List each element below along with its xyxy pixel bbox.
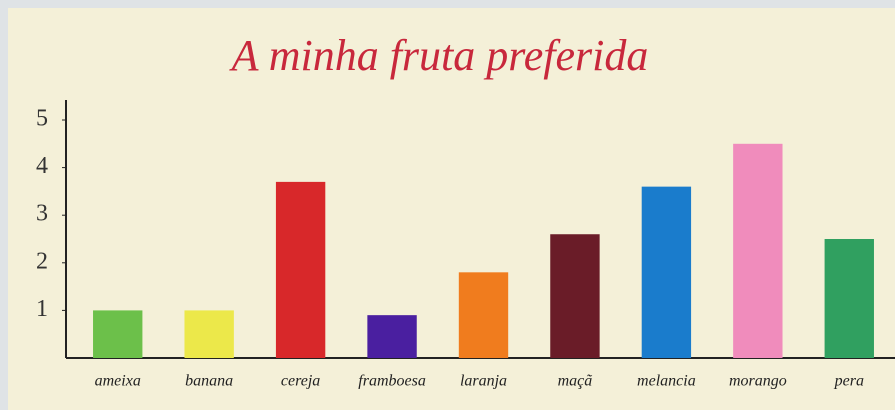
bar: [184, 310, 233, 358]
y-tick-label: 4: [36, 153, 48, 179]
x-tick-label: laranja: [460, 373, 507, 390]
x-tick-label: cereja: [281, 373, 320, 390]
x-tick-label: pera: [834, 373, 864, 390]
x-tick-label: banana: [185, 373, 233, 390]
x-tick-label: maçã: [558, 373, 593, 390]
bar: [642, 187, 691, 358]
x-tick-label: framboesa: [358, 373, 426, 390]
chart: A minha fruta preferida 1 2 3 4 5 ameixa banan…: [0, 0, 895, 410]
y-tick-label: 1: [36, 296, 48, 322]
chart-title: A minha fruta preferida: [229, 31, 649, 80]
page: {"chart_data": {"type": "bar", "title": …: [0, 0, 895, 410]
y-tick-label: 3: [36, 201, 48, 227]
bar: [825, 239, 874, 358]
bar: [459, 272, 508, 358]
bar: [733, 144, 782, 358]
bar: [550, 234, 599, 358]
x-tick-label: morango: [729, 373, 787, 390]
bar: [367, 315, 416, 358]
bar: [276, 182, 325, 358]
y-tick-label: 5: [36, 106, 48, 132]
y-tick-label: 2: [36, 248, 48, 274]
x-tick-label: melancia: [637, 373, 696, 390]
x-tick-label: ameixa: [95, 373, 141, 390]
bar: [93, 310, 142, 358]
